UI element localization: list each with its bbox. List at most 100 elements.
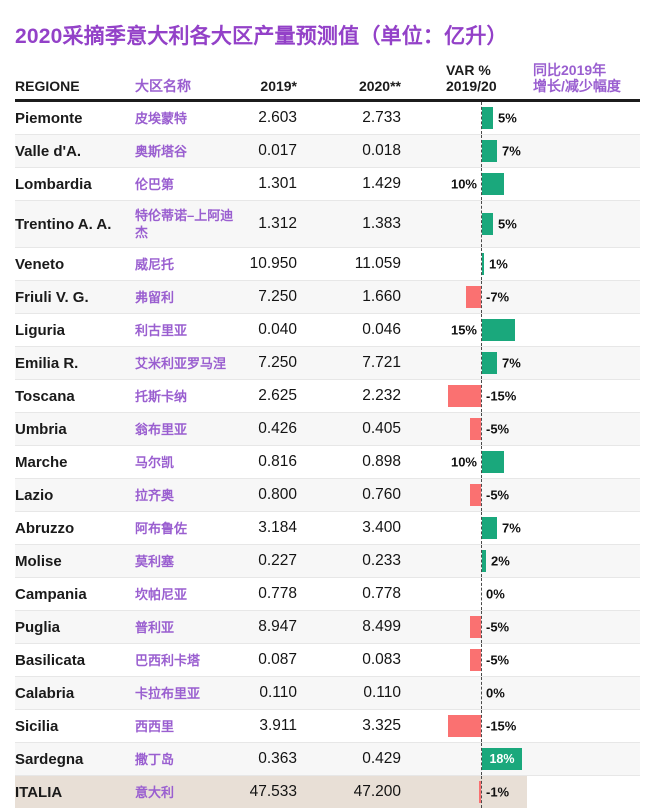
zero-axis-line [481,545,482,577]
region-name: Sicilia [15,717,59,735]
negative-var-bar [466,286,481,308]
value-2020: 0.018 [362,142,401,159]
table-row: Veneto 威尼托 10.950 11.059 1% [15,248,640,281]
var-pct-label: -1% [486,784,510,800]
positive-var-bar [482,352,497,374]
region-name: Puglia [15,618,61,636]
var-pct-label: -7% [486,289,510,305]
table-row: Calabria 卡拉布里亚 0.110 0.110 0% [15,677,640,710]
positive-var-bar [482,173,504,195]
table-row: Marche 马尔凯 0.816 0.898 10% [15,446,640,479]
var-bar-cell: 10% [401,446,640,478]
value-2020: 11.059 [354,255,401,272]
table-row: Piemonte 皮埃蒙特 2.603 2.733 5% [15,102,640,135]
value-2020: 2.733 [362,109,401,126]
var-bar-cell: 5% [401,201,640,247]
page-title: 2020采摘季意大利各大区产量预测值（单位：亿升） [15,25,508,48]
value-2020: 8.499 [362,618,401,635]
table-row: ITALIA 意大利 47.533 47.200 -1% [15,776,640,808]
positive-var-bar [482,550,486,572]
region-name-cn: 皮埃蒙特 [135,110,188,126]
table-row: Basilicata 巴西利卡塔 0.087 0.083 -5% [15,644,640,677]
positive-var-bar [482,319,515,341]
var-pct-label: -15% [486,718,517,734]
value-2020: 0.429 [362,750,401,767]
region-name: Friuli V. G. [15,288,89,306]
var-pct-label: 7% [502,355,521,371]
region-name-cn: 托斯卡纳 [135,388,188,404]
zero-axis-line [481,281,482,313]
header-regione: REGIONE [15,78,80,94]
region-name: ITALIA [15,783,63,801]
region-name-cn: 卡拉布里亚 [135,685,201,701]
region-name: Lazio [15,486,54,504]
value-2020: 1.660 [362,288,401,305]
value-2019: 2.625 [258,387,297,404]
zero-axis-line [481,413,482,445]
value-2019: 0.087 [258,651,297,668]
table-row: Puglia 普利亚 8.947 8.499 -5% [15,611,640,644]
zero-axis-line [481,611,482,643]
var-bar-cell: 15% [401,314,640,346]
value-2019: 0.816 [258,453,297,470]
value-2019: 7.250 [258,288,297,305]
value-2019: 0.363 [258,750,297,767]
table-row: Molise 莫利塞 0.227 0.233 2% [15,545,640,578]
negative-var-bar [470,649,481,671]
region-name: Valle d'A. [15,142,82,160]
value-2020: 2.232 [362,387,401,404]
region-name-cn: 艾米利亚罗马涅 [135,355,227,371]
table-row: Valle d'A. 奥斯塔谷 0.017 0.018 7% [15,135,640,168]
table-row: Lombardia 伦巴第 1.301 1.429 10% [15,168,640,201]
header-var-pct: VAR % 2019/20 [446,62,497,94]
table-row: Sardegna 撒丁岛 0.363 0.429 18% [15,743,640,776]
value-2019: 2.603 [258,109,297,126]
zero-axis-line [481,102,482,134]
positive-var-bar [482,517,497,539]
var-pct-label: -5% [486,652,510,668]
region-name-cn: 威尼托 [135,256,175,272]
positive-var-bar [482,253,484,275]
region-name-cn: 莫利塞 [135,553,175,569]
var-pct-label: 0% [486,586,505,602]
region-name: Molise [15,552,62,570]
zero-axis-line [481,347,482,379]
table-row: Toscana 托斯卡纳 2.625 2.232 -15% [15,380,640,413]
value-2019: 3.184 [258,519,297,536]
var-bar-cell: 5% [401,102,640,134]
region-name: Emilia R. [15,354,79,372]
region-name-cn: 翁布里亚 [135,421,188,437]
var-bar-cell: 0% [401,677,640,709]
value-2020: 0.778 [362,585,401,602]
negative-var-bar [470,616,481,638]
region-name-cn: 阿布鲁佐 [135,520,188,536]
region-name-cn: 撒丁岛 [135,751,175,767]
var-bar-cell: 10% [401,168,640,200]
table-row: Sicilia 西西里 3.911 3.325 -15% [15,710,640,743]
value-2020: 47.200 [353,783,401,800]
value-2020: 3.400 [362,519,401,536]
positive-var-bar [482,213,493,235]
value-2019: 0.040 [258,321,297,338]
var-bar-cell: -7% [401,281,640,313]
value-2020: 0.405 [362,420,401,437]
region-name-cn: 利古里亚 [135,322,188,338]
var-pct-label: 15% [450,322,477,338]
table-row: Lazio 拉齐奥 0.800 0.760 -5% [15,479,640,512]
region-name-cn: 伦巴第 [135,176,175,192]
region-name-cn: 巴西利卡塔 [135,652,201,668]
region-name-cn: 西西里 [135,718,175,734]
table-row: Emilia R. 艾米利亚罗马涅 7.250 7.721 7% [15,347,640,380]
header-cn-name: 大区名称 [135,78,191,94]
negative-var-bar [470,418,481,440]
value-2020: 7.721 [362,354,401,371]
var-bar-cell: -5% [401,479,640,511]
value-2019: 10.950 [249,255,297,272]
header-2020: 2020** [358,78,401,94]
var-bar-cell: -15% [401,710,640,742]
zero-axis-line [481,710,482,742]
var-bar-cell: -15% [401,380,640,412]
var-pct-label: 5% [498,110,517,126]
zero-axis-line [481,168,482,200]
